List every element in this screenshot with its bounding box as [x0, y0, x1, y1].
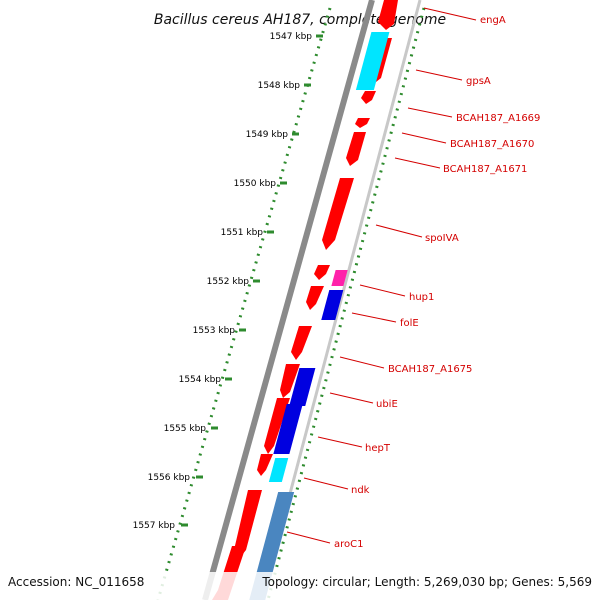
label-line	[317, 436, 363, 448]
gene-label-hup1[interactable]: hup1	[409, 292, 434, 303]
gene-arrow-a3[interactable]	[280, 364, 300, 398]
gene-label-spoIVA[interactable]: spoIVA	[425, 233, 459, 244]
gene-label-BCAH187_A1675[interactable]: BCAH187_A1675	[388, 364, 472, 375]
outer-scale-track	[156, 7, 332, 600]
accession-text: Accession: NC_011658	[8, 575, 144, 589]
gene-arrow-a6[interactable]	[234, 490, 262, 560]
gene-label-ndk[interactable]: ndk	[351, 485, 370, 496]
gene-label-ubiE[interactable]: ubiE	[376, 399, 398, 410]
label-line	[286, 531, 331, 544]
scale-label: 1549 kbp	[246, 130, 289, 140]
label-line	[407, 107, 453, 118]
gene-label-hepT[interactable]: hepT	[365, 443, 391, 454]
gene-box-gpsA[interactable]	[355, 32, 390, 90]
label-line	[423, 7, 477, 21]
gene-arrow-a1669[interactable]	[361, 91, 376, 104]
gene-label-engA[interactable]: engA	[480, 15, 506, 26]
label-line	[359, 284, 406, 297]
label-line	[329, 392, 374, 404]
label-line	[401, 132, 447, 144]
scale-label: 1553 kbp	[193, 326, 236, 336]
gene-arrow-a2[interactable]	[306, 286, 324, 310]
gene-labels: engA gpsA BCAH187_A1669 BCAH187_A1670 BC…	[286, 7, 540, 550]
scale-label: 1547 kbp	[270, 32, 313, 42]
label-line	[339, 356, 385, 369]
gene-arrow-a1670[interactable]	[355, 118, 370, 128]
scale-label: 1550 kbp	[234, 179, 277, 189]
scale-label: 1551 kbp	[221, 228, 264, 238]
label-line	[415, 69, 463, 81]
label-line	[303, 477, 349, 490]
scale-label: 1552 kbp	[207, 277, 250, 287]
label-line	[351, 312, 397, 323]
gene-label-gpsA[interactable]: gpsA	[466, 76, 491, 87]
scale-label: 1557 kbp	[133, 521, 176, 531]
gene-label-aroC1[interactable]: aroC1	[334, 539, 363, 550]
gene-arrow-engA[interactable]	[378, 0, 398, 30]
gene-arrow-a5[interactable]	[257, 454, 273, 476]
scale-label: 1555 kbp	[164, 424, 207, 434]
label-line	[375, 224, 423, 238]
footer-band	[0, 572, 600, 600]
gene-label-BCAH187_A1669[interactable]: BCAH187_A1669	[456, 113, 540, 124]
gene-label-folE[interactable]: folE	[400, 318, 419, 329]
gene-box-hepT[interactable]	[273, 404, 303, 454]
scale-label: 1548 kbp	[258, 81, 301, 91]
scale-label: 1554 kbp	[179, 375, 222, 385]
label-line	[394, 157, 441, 169]
scale-label: 1556 kbp	[148, 473, 191, 483]
gene-box-ndk[interactable]	[268, 458, 289, 482]
gene-arrow-a1671[interactable]	[346, 132, 366, 166]
gene-features	[212, 0, 398, 600]
gene-arrow-a1[interactable]	[314, 265, 330, 280]
gene-arrow-spoIVA[interactable]	[322, 178, 354, 250]
gene-arrow-a4[interactable]	[264, 398, 290, 454]
gene-box-ubiE[interactable]	[289, 368, 316, 406]
genome-backbone	[202, 0, 375, 600]
gene-arrow-a1675[interactable]	[291, 326, 312, 360]
gene-box-folE[interactable]	[321, 290, 344, 320]
scale-ticks: 1547 kbp 1548 kbp 1549 kbp 1550 kbp 1551…	[133, 32, 323, 531]
gene-label-BCAH187_A1671[interactable]: BCAH187_A1671	[443, 164, 527, 175]
genome-title: Bacillus cereus AH187, complete genome	[154, 12, 446, 28]
topology-text: Topology: circular; Length: 5,269,030 bp…	[261, 575, 592, 589]
gene-box-hup1[interactable]	[331, 270, 348, 286]
gene-label-BCAH187_A1670[interactable]: BCAH187_A1670	[450, 139, 534, 150]
